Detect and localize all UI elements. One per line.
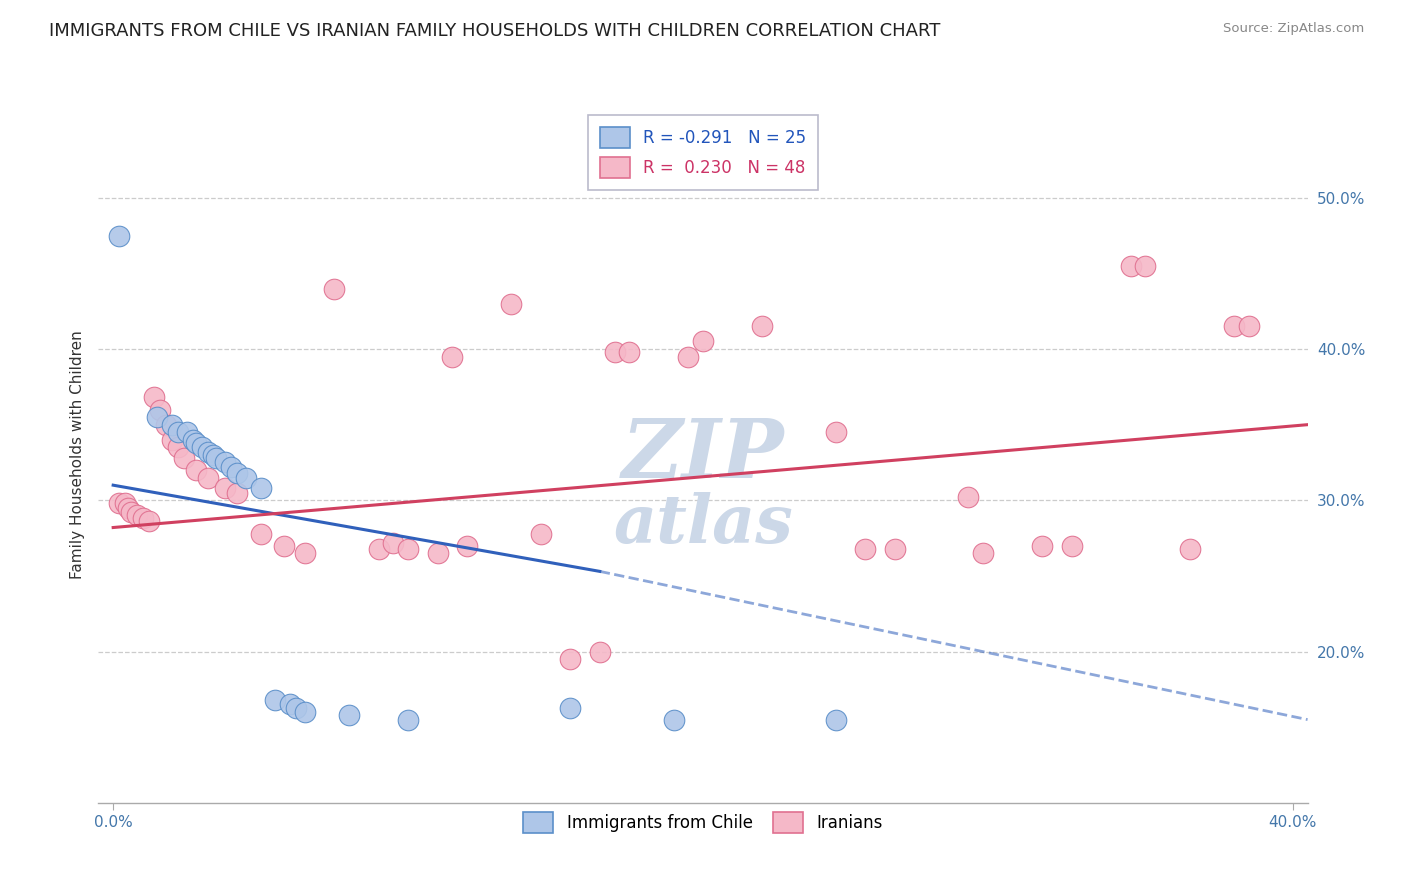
Point bbox=[678, 350, 700, 364]
Point bbox=[235, 470, 257, 484]
Point bbox=[1060, 539, 1083, 553]
Point bbox=[108, 496, 131, 510]
Legend: Immigrants from Chile, Iranians: Immigrants from Chile, Iranians bbox=[513, 802, 893, 843]
Point bbox=[205, 450, 228, 465]
Point bbox=[337, 708, 360, 723]
Point bbox=[1178, 541, 1201, 556]
Point bbox=[367, 541, 389, 556]
Point bbox=[1223, 319, 1246, 334]
Point bbox=[382, 535, 405, 549]
Point bbox=[560, 652, 582, 666]
Point bbox=[662, 713, 685, 727]
Point bbox=[155, 417, 177, 432]
Point bbox=[560, 700, 582, 714]
Point bbox=[957, 490, 980, 504]
Point bbox=[173, 450, 195, 465]
Point bbox=[853, 541, 876, 556]
Point bbox=[1031, 539, 1053, 553]
Point bbox=[125, 508, 148, 523]
Point bbox=[226, 466, 249, 480]
Text: ZIP: ZIP bbox=[621, 415, 785, 495]
Point bbox=[143, 391, 166, 405]
Point bbox=[167, 425, 190, 440]
Point bbox=[692, 334, 714, 349]
Point bbox=[184, 463, 207, 477]
Point bbox=[273, 539, 295, 553]
Point bbox=[108, 228, 131, 243]
Point bbox=[214, 455, 236, 469]
Point bbox=[167, 441, 190, 455]
Text: atlas: atlas bbox=[613, 492, 793, 557]
Point bbox=[138, 515, 160, 529]
Point bbox=[530, 526, 553, 541]
Point bbox=[619, 345, 641, 359]
Point bbox=[249, 481, 271, 495]
Point bbox=[396, 541, 419, 556]
Point bbox=[294, 705, 316, 719]
Point bbox=[972, 546, 994, 560]
Point bbox=[184, 435, 207, 450]
Point bbox=[120, 505, 142, 519]
Point bbox=[190, 441, 212, 455]
Point bbox=[589, 644, 612, 658]
Point bbox=[131, 511, 153, 525]
Point bbox=[456, 539, 478, 553]
Point bbox=[501, 296, 523, 310]
Point bbox=[117, 500, 139, 515]
Point bbox=[202, 448, 225, 462]
Point bbox=[441, 350, 464, 364]
Point bbox=[1119, 259, 1142, 273]
Point bbox=[214, 481, 236, 495]
Point bbox=[883, 541, 905, 556]
Point bbox=[603, 345, 626, 359]
Text: Source: ZipAtlas.com: Source: ZipAtlas.com bbox=[1223, 22, 1364, 36]
Point bbox=[219, 460, 242, 475]
Point bbox=[264, 693, 287, 707]
Point bbox=[285, 700, 308, 714]
Point bbox=[751, 319, 773, 334]
Point bbox=[294, 546, 316, 560]
Point bbox=[160, 417, 183, 432]
Point bbox=[249, 526, 271, 541]
Point bbox=[197, 445, 219, 459]
Point bbox=[197, 470, 219, 484]
Point bbox=[176, 425, 198, 440]
Point bbox=[1237, 319, 1260, 334]
Point bbox=[824, 713, 846, 727]
Point bbox=[426, 546, 449, 560]
Text: IMMIGRANTS FROM CHILE VS IRANIAN FAMILY HOUSEHOLDS WITH CHILDREN CORRELATION CHA: IMMIGRANTS FROM CHILE VS IRANIAN FAMILY … bbox=[49, 22, 941, 40]
Point bbox=[323, 281, 346, 295]
Point bbox=[181, 433, 204, 447]
Point bbox=[146, 410, 169, 425]
Point bbox=[114, 496, 136, 510]
Point bbox=[1135, 259, 1157, 273]
Point bbox=[278, 698, 301, 712]
Point bbox=[226, 485, 249, 500]
Point bbox=[160, 433, 183, 447]
Point bbox=[824, 425, 846, 440]
Point bbox=[149, 402, 172, 417]
Point bbox=[396, 713, 419, 727]
Y-axis label: Family Households with Children: Family Households with Children bbox=[69, 331, 84, 579]
